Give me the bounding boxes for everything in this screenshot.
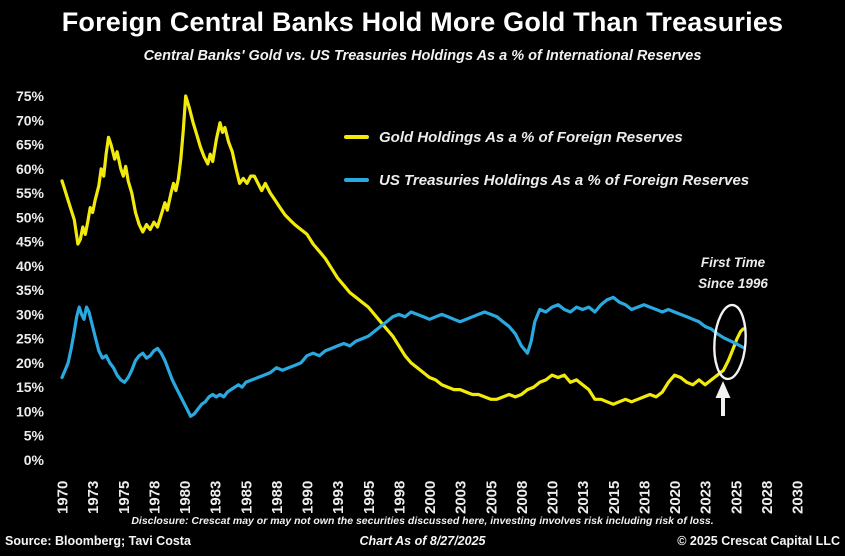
gold-line [60,94,745,406]
x-tick-label: 2003 [453,481,470,514]
disclosure-text: Disclosure: Crescat may or may not own t… [131,515,714,527]
legend-item-treasuries: US Treasuries Holdings As a % of Foreign… [344,169,749,191]
y-tick-label: 10% [16,403,45,419]
x-tick-label: 1990 [300,481,317,514]
series-layer [60,94,745,418]
annotation-line-2: Since 1996 [698,276,768,291]
y-tick-label: 45% [16,234,45,250]
crossover-annotation: First Time Since 1996 [648,252,818,294]
x-tick-label: 1983 [208,481,225,514]
x-tick-label: 1995 [361,481,378,514]
x-tick-label: 2015 [606,481,623,514]
x-tick-label: 2010 [545,481,562,514]
chart-subtitle: Central Banks' Gold vs. US Treasuries Ho… [143,48,702,64]
x-tick-label: 1988 [269,481,286,514]
y-tick-label: 20% [16,355,45,371]
x-tick-label: 1970 [55,481,72,514]
legend-label-treasuries: US Treasuries Holdings As a % of Foreign… [379,171,750,189]
y-tick-label: 15% [16,379,45,395]
legend-label-gold: Gold Holdings As a % of Foreign Reserves [379,128,683,146]
page-title: Foreign Central Banks Hold More Gold Tha… [61,7,784,37]
x-tick-label: 1993 [330,481,347,514]
y-tick-label: 25% [16,331,45,347]
x-tick-label: 2000 [422,481,439,514]
y-tick-label: 55% [16,185,45,201]
y-tick-label: 40% [16,258,45,274]
x-tick-label: 1973 [85,481,102,514]
x-tick-label: 1985 [238,481,255,514]
x-tick-label: 1978 [146,481,163,514]
x-tick-label: 2023 [698,481,715,514]
y-tick-label: 30% [16,306,45,322]
up-arrow-icon [715,381,731,416]
source-text: Source: Bloomberg; Tavi Costa [5,534,191,548]
x-tick-label: 2025 [728,481,745,514]
x-tick-label: 2008 [514,481,531,514]
legend-item-gold: Gold Holdings As a % of Foreign Reserves [344,126,749,148]
y-tick-label: 65% [16,137,45,153]
x-tick-label: 2020 [667,481,684,514]
y-tick-label: 50% [16,209,45,225]
annotation-line-1: First Time [700,255,766,270]
y-tick-label: 60% [16,161,45,177]
treasuries-line [60,295,745,418]
x-tick-label: 2030 [790,481,807,514]
copyright-text: © 2025 Crescat Capital LLC [677,534,840,548]
y-tick-label: 70% [16,112,45,128]
x-tick-label: 2028 [759,481,776,514]
treasuries-line-swatch [344,178,369,182]
as-of-date: Chart As of 8/27/2025 [359,534,486,548]
legend: Gold Holdings As a % of Foreign Reserves… [344,126,749,212]
y-tick-label: 75% [16,88,45,104]
x-tick-label: 1975 [116,481,133,514]
y-tick-label: 0% [24,452,45,468]
x-tick-label: 1980 [177,481,194,514]
crossover-highlight-ellipse [713,303,747,381]
tick-layer: 0% 5% 10% 15% 20% 25% 30% 35% 40% 45% 50% 55% 60% 65%… [16,88,807,514]
x-tick-label: 2018 [636,481,653,514]
x-tick-label: 2013 [575,481,592,514]
y-tick-label: 5% [24,428,45,444]
x-tick-label: 2005 [483,481,500,514]
y-tick-label: 35% [16,282,45,298]
x-tick-label: 1998 [391,481,408,514]
footer: Source: Bloomberg; Tavi Costa Chart As o… [0,534,845,548]
gold-line-swatch [344,135,369,139]
